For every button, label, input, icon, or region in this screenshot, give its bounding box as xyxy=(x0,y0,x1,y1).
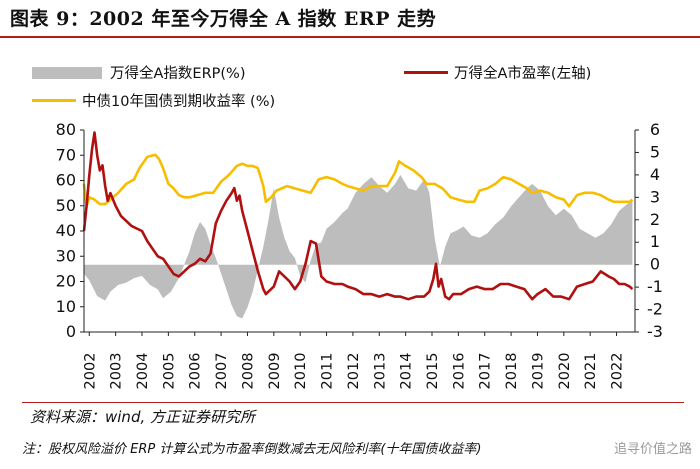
left-tick-label: 50 xyxy=(56,196,76,215)
x-tick-label: 2003 xyxy=(109,353,125,390)
x-tick-label: 2016 xyxy=(451,353,467,390)
x-tick-label: 2022 xyxy=(610,353,626,390)
series-pe-line xyxy=(82,131,634,301)
right-tick-label: 5 xyxy=(650,142,660,161)
x-tick-label: 2013 xyxy=(372,353,388,390)
series-erp-area xyxy=(84,174,633,319)
title-rule xyxy=(0,36,700,38)
source-rule xyxy=(22,402,684,403)
legend-erp-label: 万得全A指数ERP(%) xyxy=(110,66,246,82)
x-tick-label: 2012 xyxy=(346,353,362,390)
x-tick-label: 2020 xyxy=(557,353,573,390)
chart-title: 图表 9：2002 年至今万得全 A 指数 ERP 走势 xyxy=(10,8,437,30)
x-tick-label: 2006 xyxy=(188,353,204,390)
right-tick-label: -1 xyxy=(647,277,663,296)
left-tick-label: 10 xyxy=(56,297,76,316)
x-tick-label: 2018 xyxy=(504,353,520,390)
x-tick-label: 2014 xyxy=(399,353,415,390)
legend-erp: 万得全A指数ERP(%) xyxy=(32,62,246,83)
x-tick-label: 2009 xyxy=(267,353,283,390)
right-tick-label: 4 xyxy=(650,165,660,184)
left-tick-label: 40 xyxy=(56,221,76,240)
source-text: 资料来源：wind, 方正证券研究所 xyxy=(30,408,256,426)
x-tick-label: 2004 xyxy=(135,353,151,390)
left-tick-label: 80 xyxy=(56,120,76,139)
right-tick-label: 0 xyxy=(650,255,660,274)
x-tick-label: 2015 xyxy=(425,353,441,390)
right-tick-label: -3 xyxy=(647,322,663,341)
left-tick-label: 30 xyxy=(56,246,76,265)
left-tick-label: 20 xyxy=(56,272,76,291)
watermark: 追寻价值之路 xyxy=(613,442,692,457)
legend-yield: 中债10年国债到期收益率 (%) xyxy=(32,90,275,111)
left-tick-label: 60 xyxy=(56,171,76,190)
x-tick-label: 2017 xyxy=(478,353,494,390)
legend-yield-swatch xyxy=(32,99,76,102)
legend-pe-swatch xyxy=(404,71,448,74)
legend-yield-label: 中债10年国债到期收益率 (%) xyxy=(82,94,276,110)
legend-erp-swatch xyxy=(32,66,102,79)
left-tick-label: 70 xyxy=(56,145,76,164)
left-tick-label: 0 xyxy=(66,322,76,341)
legend-pe: 万得全A市盈率(左轴) xyxy=(404,62,591,83)
series-yield-line xyxy=(82,153,634,208)
right-tick-label: -2 xyxy=(647,300,663,319)
note-text: 注：股权风险溢价 ERP 计算公式为市盈率倒数减去无风险利率(十年国债收益率) xyxy=(22,442,482,457)
legend-pe-label: 万得全A市盈率(左轴) xyxy=(454,66,592,82)
right-tick-label: 6 xyxy=(650,120,660,139)
right-tick-label: 3 xyxy=(650,187,660,206)
x-tick-label: 2019 xyxy=(530,353,546,390)
right-tick-label: 1 xyxy=(650,232,660,251)
right-tick-label: 2 xyxy=(650,210,660,229)
x-tick-label: 2021 xyxy=(583,353,599,390)
x-tick-label: 2011 xyxy=(320,353,336,390)
x-tick-label: 2002 xyxy=(82,353,98,390)
x-tick-label: 2007 xyxy=(214,353,230,390)
x-tick-label: 2008 xyxy=(240,353,256,390)
x-tick-label: 2010 xyxy=(293,353,309,390)
x-tick-label: 2005 xyxy=(161,353,177,390)
